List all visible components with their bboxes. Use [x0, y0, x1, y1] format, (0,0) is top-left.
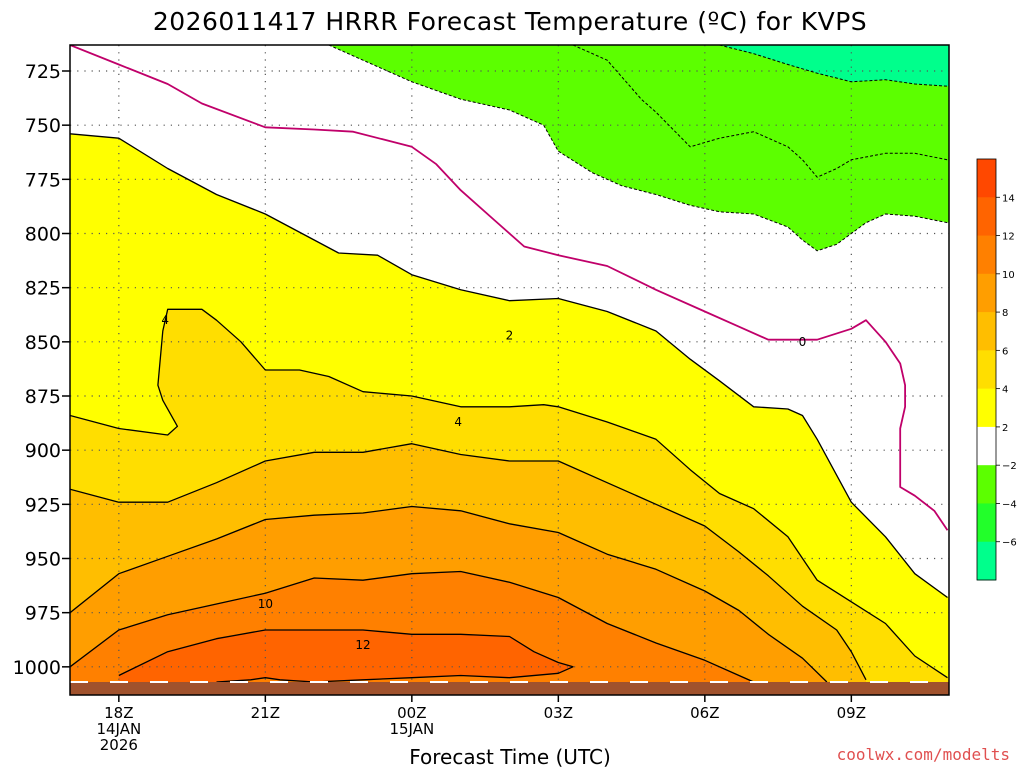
colorbar-tick-label-10: 10	[1002, 270, 1015, 281]
contour-label-10: 10	[258, 597, 273, 611]
colorbar-band-4_6	[977, 350, 996, 390]
colorbar-legend: 14 12 10 8 6 4 2 −2 −4 −6	[976, 158, 1017, 581]
temperature-fills	[70, 45, 949, 695]
colorbar-band-lt_-6	[977, 541, 996, 581]
contour-label-2: 2	[506, 328, 514, 342]
isotherm-0	[70, 45, 949, 531]
y-tick-label-875: 875	[25, 386, 61, 408]
isotherm--2	[328, 45, 948, 252]
contour-label-0: 0	[799, 335, 807, 349]
y-tick-label-925: 925	[25, 494, 61, 516]
colorbar-tick-label-2: 2	[1002, 423, 1008, 434]
isotherm-2	[70, 133, 948, 599]
contour-label-12: 12	[355, 638, 370, 652]
isotherm-6	[70, 443, 867, 681]
credit-link[interactable]: coolwx.com/modelts	[837, 745, 1010, 764]
colorbar-tick-label--2: −2	[1002, 461, 1017, 472]
colorbar-band-6_8	[977, 312, 996, 351]
ground-fill	[70, 682, 949, 695]
colorbar-tick-label-14: 14	[1002, 193, 1015, 204]
x-tick-label-18Z: 18Z	[104, 704, 133, 722]
y-tick-label-725: 725	[25, 61, 61, 83]
x-tick-label-00Z: 00Z	[397, 704, 426, 722]
x-tick-label-21Z: 21Z	[251, 704, 280, 722]
x-tick-label-06Z: 06Z	[690, 704, 719, 722]
y-tick-label-850: 850	[25, 332, 61, 354]
colorbar-band--2_2	[977, 426, 996, 466]
ground-layer	[70, 681, 949, 695]
colorbar-frame	[976, 158, 997, 581]
contour-label-4: 4	[454, 415, 462, 429]
y-axis: 725 750 775 800 825 850 875 900 925 950 975 1000	[13, 61, 70, 679]
colorbar-tick-label-8: 8	[1002, 308, 1008, 319]
x-tick-label-2026: 2026	[100, 736, 138, 754]
colorbar-tick-label-6: 6	[1002, 346, 1008, 357]
y-tick-label-950: 950	[25, 549, 61, 571]
chart-title: 2026011417 HRRR Forecast Temperature (ºC…	[153, 7, 867, 36]
x-tick-label-15JAN: 15JAN	[389, 720, 434, 738]
colorbar-tick-label--4: −4	[1002, 499, 1017, 510]
colorbar-tick-label-12: 12	[1002, 232, 1015, 243]
contour-labels: 4 2 0 4 10 12	[161, 313, 806, 652]
x-axis-label: Forecast Time (UTC)	[409, 745, 611, 768]
y-tick-label-750: 750	[25, 115, 61, 137]
y-tick-label-825: 825	[25, 278, 61, 300]
colorbar-band--4_-2	[977, 465, 996, 504]
colorbar-tick-label-4: 4	[1002, 385, 1008, 396]
band-12_14	[118, 630, 574, 685]
x-tick-label-09Z: 09Z	[837, 704, 866, 722]
y-tick-label-800: 800	[25, 224, 61, 246]
band-lt_-6	[719, 45, 949, 87]
contour-label-4: 4	[161, 313, 169, 327]
isotherm-8	[70, 505, 828, 683]
band--6_-2	[328, 45, 949, 251]
isotherm--4	[572, 45, 948, 178]
colorbar-tick-label--6: −6	[1002, 538, 1017, 549]
plot-area: 4 2 0 4 10 12	[70, 45, 949, 695]
isotherm-lines	[70, 45, 949, 683]
plot-frame	[69, 44, 950, 696]
colorbar-band-gt_14	[977, 159, 996, 198]
colorbar-band--6_-4	[977, 503, 996, 543]
x-tick-label-14JAN: 14JAN	[96, 720, 141, 738]
isotherm--4	[719, 45, 948, 87]
y-tick-label-975: 975	[25, 603, 61, 625]
y-tick-label-775: 775	[25, 169, 61, 191]
x-tick-label-03Z: 03Z	[544, 704, 573, 722]
isotherm-12	[118, 629, 574, 683]
y-tick-label-900: 900	[25, 440, 61, 462]
grid-lines	[70, 45, 949, 695]
colorbar-band-8_10	[977, 273, 996, 313]
colorbar-band-12_14	[977, 197, 996, 237]
y-tick-label-1000: 1000	[13, 657, 61, 679]
isotherm-10	[70, 570, 754, 683]
colorbar-band-10_12	[977, 235, 996, 275]
colorbar-band-2_4	[977, 388, 996, 428]
isotherm-4	[70, 308, 948, 679]
